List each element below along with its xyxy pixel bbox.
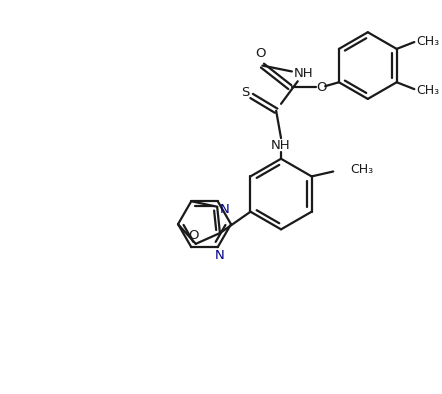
Text: O: O xyxy=(255,47,266,60)
Text: NH: NH xyxy=(271,139,291,152)
Text: CH₃: CH₃ xyxy=(416,35,439,48)
Text: S: S xyxy=(241,85,250,98)
Text: O: O xyxy=(189,229,199,242)
Text: CH₃: CH₃ xyxy=(350,163,373,176)
Text: CH₃: CH₃ xyxy=(416,84,439,97)
Text: N: N xyxy=(215,249,225,262)
Text: N: N xyxy=(220,203,230,216)
Text: O: O xyxy=(316,81,327,94)
Text: NH: NH xyxy=(294,67,313,80)
